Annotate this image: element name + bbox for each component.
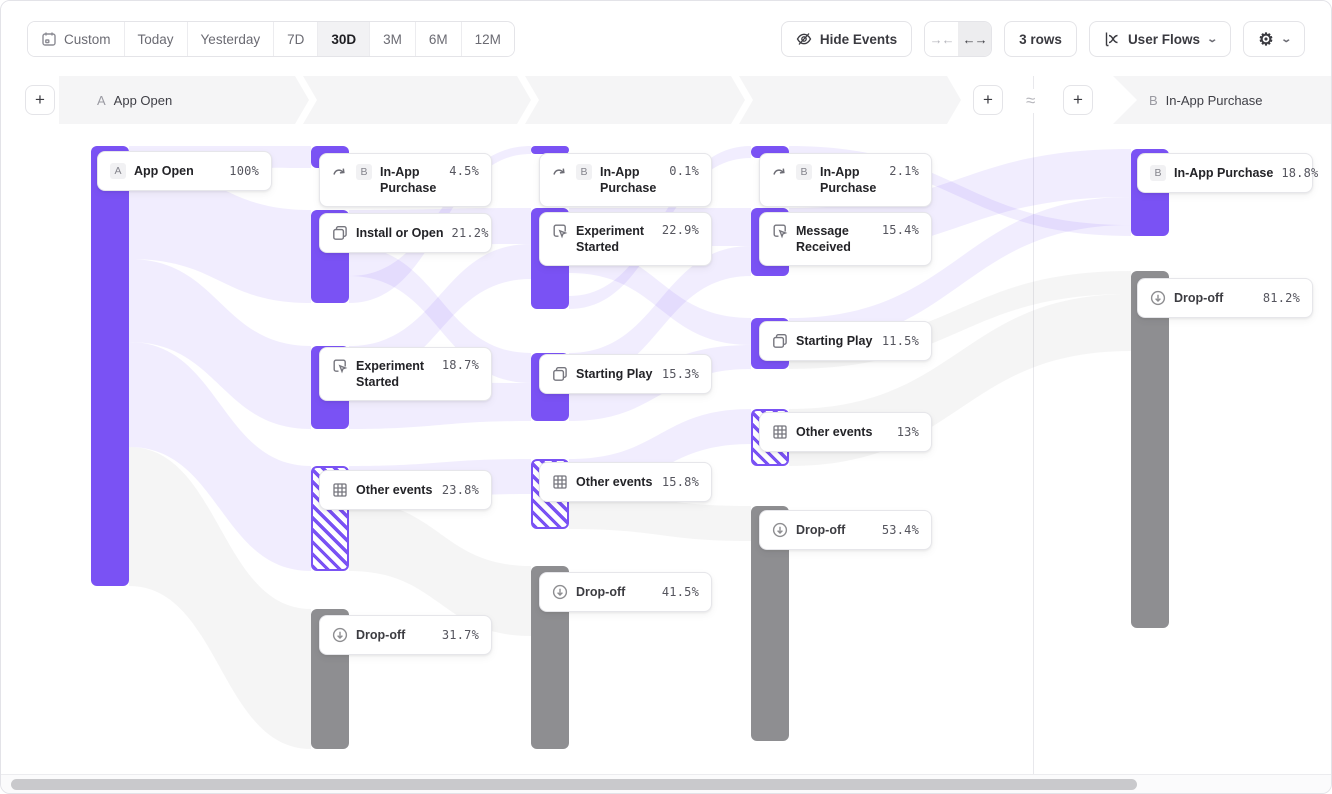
horizontal-scrollbar-track[interactable] bbox=[1, 774, 1331, 793]
grid-icon bbox=[773, 425, 787, 439]
experiment-icon bbox=[333, 359, 348, 374]
date-range-custom[interactable]: Custom bbox=[28, 22, 124, 56]
dropoff-arrow-icon bbox=[1150, 290, 1166, 306]
flow-bar[interactable] bbox=[531, 146, 569, 154]
flow-node-drop-off[interactable]: Drop-off 53.4% bbox=[759, 510, 932, 550]
flow-node-other-events[interactable]: Other events 15.8% bbox=[539, 462, 712, 502]
date-range-12m[interactable]: 12M bbox=[460, 22, 514, 56]
flow-node-in-app-purchase-destination[interactable]: B In-App Purchase 18.8% bbox=[1137, 153, 1318, 193]
copy-icon bbox=[773, 334, 787, 348]
settings-dropdown[interactable]: ⚙ ⌄ bbox=[1243, 21, 1305, 57]
event-badge: B bbox=[576, 164, 592, 180]
step-band-destination[interactable] bbox=[1113, 76, 1331, 124]
expand-arrows-icon: ←→ bbox=[962, 31, 988, 47]
event-badge: B bbox=[796, 164, 812, 180]
experiment-icon bbox=[773, 224, 788, 239]
flow-node-drop-off-destination[interactable]: Drop-off 81.2% bbox=[1137, 278, 1313, 318]
rows-button[interactable]: 3 rows bbox=[1004, 21, 1077, 57]
collapse-arrows-icon: →← bbox=[929, 31, 955, 47]
event-badge: B bbox=[1150, 165, 1166, 181]
flow-node-other-events[interactable]: Other events 13% bbox=[759, 412, 932, 452]
horizontal-scrollbar-thumb[interactable] bbox=[11, 779, 1137, 790]
flow-node-drop-off[interactable]: Drop-off 41.5% bbox=[539, 572, 712, 612]
top-toolbar: Custom Today Yesterday 7D 30D 3M 6M 12M … bbox=[1, 1, 1331, 76]
flow-node-other-events[interactable]: Other events 23.8% bbox=[319, 470, 492, 510]
dropoff-arrow-icon bbox=[332, 627, 348, 643]
collapse-expand-toggle: →← ←→ bbox=[924, 21, 993, 57]
eye-off-icon bbox=[796, 33, 812, 45]
date-range-today[interactable]: Today bbox=[123, 22, 187, 56]
flow-node-experiment-started[interactable]: Experiment Started 22.9% bbox=[539, 212, 712, 266]
panel-divider bbox=[1033, 76, 1034, 774]
add-step-mid-button[interactable]: + bbox=[973, 85, 1003, 115]
date-range-yesterday[interactable]: Yesterday bbox=[186, 22, 274, 56]
date-range-30d[interactable]: 30D bbox=[317, 22, 370, 56]
step-badge-a: A bbox=[97, 92, 106, 108]
step-band-4[interactable] bbox=[739, 76, 961, 124]
copy-icon bbox=[553, 367, 567, 381]
date-range-6m[interactable]: 6M bbox=[414, 22, 461, 56]
end-step-label: B In-App Purchase bbox=[1149, 92, 1263, 108]
step-band-1[interactable] bbox=[59, 76, 309, 124]
step-header: + A App Open + ≈ + B In-App Purchase bbox=[1, 76, 1331, 124]
dropoff-arrow-icon bbox=[552, 584, 568, 600]
grid-icon bbox=[553, 475, 567, 489]
jump-arrow-icon bbox=[773, 168, 785, 175]
grid-icon bbox=[333, 483, 347, 497]
date-range-3m[interactable]: 3M bbox=[369, 22, 415, 56]
flows-chart-icon bbox=[1105, 32, 1118, 47]
flow-node-install-or-open[interactable]: Install or Open 21.2% bbox=[319, 213, 492, 253]
add-step-left-button[interactable]: + bbox=[25, 85, 55, 115]
flow-node-message-received[interactable]: Message Received 15.4% bbox=[759, 212, 932, 266]
dropoff-arrow-icon bbox=[772, 522, 788, 538]
flow-bar[interactable] bbox=[1131, 271, 1169, 628]
date-range-group: Custom Today Yesterday 7D 30D 3M 6M 12M bbox=[27, 21, 515, 57]
flow-node-starting-play[interactable]: Starting Play 11.5% bbox=[759, 321, 932, 361]
event-badge: A bbox=[110, 163, 126, 179]
chevron-down-icon: ⌄ bbox=[1206, 33, 1219, 45]
add-step-right-button[interactable]: + bbox=[1063, 85, 1093, 115]
date-range-7d[interactable]: 7D bbox=[273, 22, 318, 56]
chevron-down-icon: ⌄ bbox=[1279, 33, 1292, 45]
flow-node-starting-play[interactable]: Starting Play 15.3% bbox=[539, 354, 712, 394]
step-badge-b: B bbox=[1149, 92, 1158, 108]
jump-arrow-icon bbox=[333, 168, 345, 175]
view-type-dropdown[interactable]: User Flows ⌄ bbox=[1088, 21, 1232, 57]
flow-node-in-app-purchase[interactable]: B In-App Purchase 2.1% bbox=[759, 153, 932, 207]
experiment-icon bbox=[553, 224, 568, 239]
copy-icon bbox=[333, 226, 347, 240]
flow-node-drop-off[interactable]: Drop-off 31.7% bbox=[319, 615, 492, 655]
event-badge: B bbox=[356, 164, 372, 180]
jump-arrow-icon bbox=[553, 168, 565, 175]
step-band-2[interactable] bbox=[303, 76, 531, 124]
collapse-columns-button[interactable]: →← bbox=[925, 22, 959, 56]
flow-node-in-app-purchase[interactable]: B In-App Purchase 4.5% bbox=[319, 153, 492, 207]
flow-node-in-app-purchase[interactable]: B In-App Purchase 0.1% bbox=[539, 153, 712, 207]
step-band-3[interactable] bbox=[525, 76, 745, 124]
calendar-icon bbox=[42, 32, 56, 46]
flow-node-experiment-started[interactable]: Experiment Started 18.7% bbox=[319, 347, 492, 401]
gear-icon: ⚙ bbox=[1258, 29, 1274, 49]
start-step-label: A App Open bbox=[97, 92, 173, 108]
flow-node-app-open[interactable]: A App Open 100% bbox=[97, 151, 272, 191]
approx-icon: ≈ bbox=[1026, 89, 1036, 113]
flow-bar[interactable] bbox=[91, 146, 129, 586]
toolbar-right-cluster: Hide Events →← ←→ 3 rows User Flows ⌄ ⚙ … bbox=[780, 21, 1305, 57]
hide-events-button[interactable]: Hide Events bbox=[780, 21, 913, 57]
expand-columns-button[interactable]: ←→ bbox=[958, 22, 992, 56]
